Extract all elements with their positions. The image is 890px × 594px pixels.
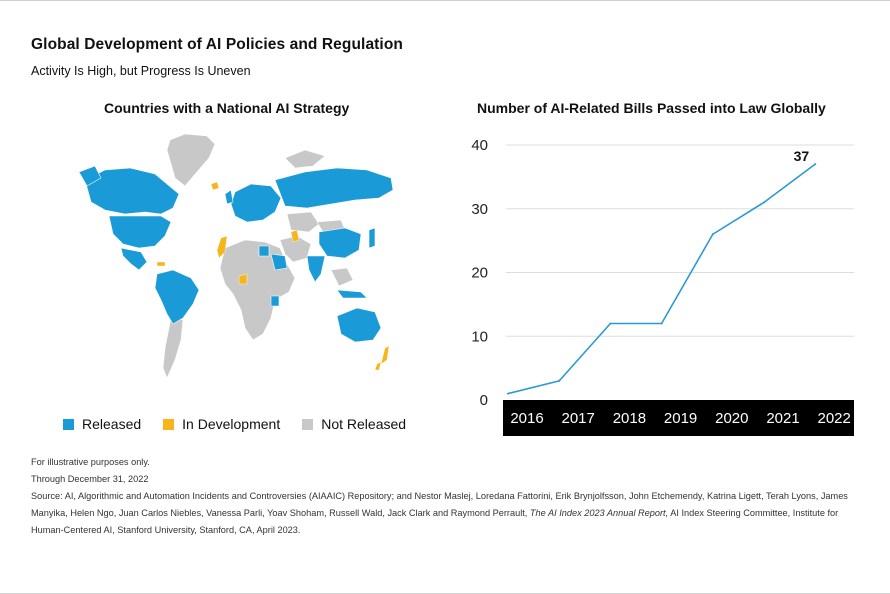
new-zealand-shape (380, 345, 390, 365)
map-regions-released (78, 165, 394, 343)
canada-shape (84, 167, 180, 215)
y-tick-label-40: 40 (471, 137, 488, 154)
source-note: Source: AI, Algorithmic and Automation I… (31, 488, 866, 539)
legend-swatch-not-released (302, 418, 314, 430)
central-asia-shape (286, 211, 320, 233)
end-value-label: 37 (794, 148, 810, 164)
caribbean-shape (156, 261, 166, 267)
y-tick-label-0: 0 (480, 392, 488, 409)
south-america-shape (154, 269, 200, 325)
legend-item-released: Released (63, 416, 141, 432)
indonesia-shape (336, 289, 368, 299)
usa-shape (108, 215, 172, 249)
iran-shape (290, 229, 300, 243)
iceland-shape (210, 181, 220, 191)
page-subtitle: Activity Is High, but Progress Is Uneven (31, 64, 251, 78)
map-regions-not-released (162, 133, 354, 379)
x-tick-label-2022: 2022 (818, 410, 851, 427)
series-line (507, 163, 816, 395)
map-regions-in-development (156, 181, 390, 371)
saudi-shape (270, 253, 288, 271)
data-point-2021 (763, 201, 765, 204)
data-point-2019 (660, 322, 663, 325)
alaska-shape (78, 165, 102, 187)
x-tick-label-2021: 2021 (766, 410, 799, 427)
legend-label-released: Released (82, 416, 142, 432)
pacific-islands-shape (374, 361, 382, 371)
y-tick-label-20: 20 (471, 265, 488, 282)
legend-label-in-development: In Development (182, 416, 281, 432)
top-rule (0, 0, 890, 1)
data-point-2020 (711, 233, 714, 236)
data-point-2022 (814, 163, 817, 166)
x-tick-label-2019: 2019 (664, 410, 697, 427)
morocco-shape (216, 235, 228, 259)
egypt-shape (258, 245, 270, 257)
x-tick-label-2020: 2020 (715, 410, 748, 427)
russia-shape (274, 167, 394, 209)
x-tick-label-2016: 2016 (510, 410, 543, 427)
map-title: Countries with a National AI Strategy (104, 100, 350, 116)
chart-title: Number of AI-Related Bills Passed into L… (477, 100, 826, 116)
legend-label-not-released: Not Released (321, 416, 407, 432)
y-tick-label-30: 30 (471, 201, 488, 218)
source-text-a: Source: AI, Algorithmic and Automation I… (31, 491, 848, 518)
kenya-shape (270, 295, 280, 307)
russia-north-shape (284, 149, 326, 169)
europe-shape (230, 183, 282, 223)
legend-item-not-released: Not Released (302, 416, 406, 432)
india-shape (306, 255, 326, 283)
legend-swatch-in-development (163, 418, 175, 430)
nigeria-shape (238, 273, 248, 285)
y-tick-label-10: 10 (471, 328, 488, 345)
x-tick-label-2018: 2018 (613, 410, 646, 427)
source-text-b: AI Index Steering Committee, Institute f… (31, 508, 839, 535)
legend-swatch-released (63, 418, 74, 430)
source-report-title: The AI Index 2023 Annual Report, (529, 508, 669, 518)
x-axis-band (503, 400, 854, 436)
uk-shape (224, 189, 234, 205)
africa-shape (219, 239, 296, 341)
x-tick-label-2017: 2017 (562, 410, 595, 427)
page-title: Global Development of AI Policies and Re… (31, 36, 403, 53)
southeast-asia-shape (330, 267, 354, 287)
note-illustrative: For illustrative purposes only. (31, 457, 150, 467)
world-map (78, 133, 394, 379)
greenland-shape (166, 133, 216, 187)
legend-item-in-development: In Development (163, 416, 280, 432)
china-shape (318, 227, 362, 259)
data-point-2016 (507, 392, 509, 395)
map-legend: Released In Development Not Released (63, 416, 428, 432)
australia-shape (336, 307, 382, 343)
data-point-2018 (609, 322, 612, 325)
data-point-2017 (558, 379, 561, 382)
mexico-shape (120, 247, 148, 271)
south-america-south-shape (162, 317, 184, 379)
japan-shape (368, 227, 376, 249)
bills-line-chart: 0 10 20 30 40 2016 2017 2018 2019 2020 2021 2022 37 (471, 137, 854, 436)
note-date: Through December 31, 2022 (31, 474, 149, 484)
